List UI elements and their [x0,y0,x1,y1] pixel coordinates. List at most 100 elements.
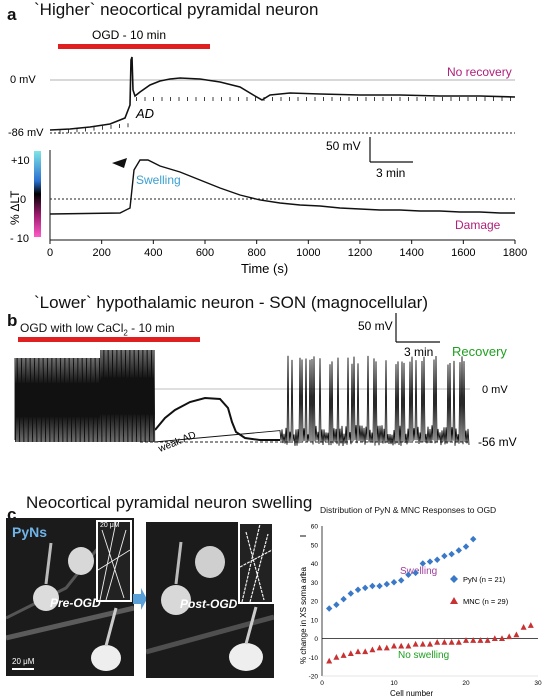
chart-title: Distribution of PyN & MNC Responses to O… [320,505,497,515]
scatter-ytick-label: 10 [311,617,319,624]
no-swelling-annotation: No swelling [398,650,449,661]
pyn-point [369,582,376,590]
lt-xlabel: Time (s) [241,261,288,276]
lt-xtick-label: 1600 [451,247,475,259]
mnc-point [427,640,433,647]
post-ogd-label: Post-OGD [180,597,238,611]
scale-main-label: 20 μM [12,657,35,666]
no-recovery-label: No recovery [447,65,512,79]
scatter-ytick-label: 60 [311,524,319,531]
panel-b-title: `Lower` hypothalamic neuron - SON (magno… [34,293,428,312]
mnc-point [405,642,412,649]
scatter-ytick-label: 30 [311,580,319,587]
pre-ogd-label: Pre-OGD [50,596,101,610]
scatter-ytick-label: -20 [309,674,319,681]
weak-ad-trace [154,396,280,441]
swelling-annotation: Swelling [400,566,437,577]
scale-main-bar [12,668,34,670]
mnc-point [355,648,361,655]
rest-mv-label-a: -86 mV [8,127,44,139]
legend-pyn: PyN (n = 21) [463,575,506,584]
mnc-point [477,637,484,643]
scatter-ytick-label: 20 [311,599,319,606]
mnc-point [347,650,354,656]
ogd-bar-a [58,44,210,49]
mnc-point [448,639,455,645]
ogd-bar-b-label-duration: - 10 min [127,321,175,335]
mnc-point [333,654,340,660]
swelling-arrow-icon [112,158,127,168]
lt-xtick-label: 600 [196,247,214,259]
lt-xtick-label: 400 [144,247,162,259]
pyn-point [434,556,441,563]
pyn-point [390,579,398,586]
mnc-point [369,646,376,653]
scale-min-a: 3 min [376,166,405,180]
scatter-xtick-label: 10 [390,680,398,687]
ogd-bar-b [18,337,200,342]
mnc-point [484,637,491,643]
panel-a-letter: a [7,5,17,24]
pyn-point [362,584,369,592]
pyn-point [405,571,412,578]
mnc-point [506,633,513,640]
scatter-ylabel: % change in XS soma area [299,567,308,664]
mnc-point [491,635,498,641]
scale-mv-a: 50 mV [326,139,361,153]
pyn-point [354,586,362,593]
zero-mv-label-b: 0 mV [482,384,508,396]
lt-xtick-label: 1000 [296,247,320,259]
mnc-point [391,642,397,649]
lt-x-ticks: 0 200 400 600 800 1000 1200 1400 1600 1800 [47,240,527,259]
pyn-point [412,569,419,577]
swelling-label-a: Swelling [136,173,181,187]
mnc-point [340,652,347,658]
scatter-xtick-label: 20 [462,680,470,687]
legend-mnc-marker [450,597,458,604]
mnc-point [455,639,462,645]
spike-trace-b [14,349,470,446]
mnc-point [520,624,527,630]
lt-xtick-label: 1200 [348,247,372,259]
ogd-bar-a-label: OGD - 10 min [92,28,166,42]
mnc-point [326,657,333,664]
panel-b-figure: 50 mV 3 min Recovery 0 mV -56 mV weak AD [14,313,517,455]
pre-ogd-image [6,518,134,676]
panel-b-letter: b [7,311,18,330]
pyn-point [347,590,354,597]
lt-xtick-label: 1400 [399,247,423,259]
mnc-point [398,642,405,649]
pyn-point [383,580,390,588]
zero-mv-label-a: 0 mV [10,74,36,86]
ogd-bar-b-label-text: OGD with low CaCl [20,321,124,335]
membrane-trace-a [49,56,516,131]
pyn-point [398,577,405,584]
mnc-point [513,631,520,638]
lt-colorbar [34,151,41,237]
pyn-point [441,552,448,560]
pyn-point [455,547,462,554]
mnc-point [434,639,441,645]
ad-label: AD [135,106,154,121]
pre-inset [96,520,132,602]
mnc-point [441,639,448,645]
pre-to-post-arrow-icon [133,588,147,610]
mnc-point [527,622,534,628]
lt-xtick-label: 1800 [503,247,527,259]
lt-ytick-plus10: +10 [11,155,30,167]
lt-ylabel: % ΔLT [8,190,22,225]
panel-c-title: Neocortical pyramidal neuron swelling [26,493,313,512]
mnc-point [463,637,469,643]
scatter-chart: % change in XS soma area Cell number Swe… [299,524,542,699]
weak-ad-label: weak AD [156,430,198,455]
lt-ytick-minus10: - 10 [10,233,29,245]
scatter-xtick-label: 30 [534,680,542,687]
recovery-label: Recovery [452,344,507,359]
legend-pyn-marker [450,575,458,583]
pyn-point [462,543,470,550]
pyn-point [470,535,477,543]
scatter-xlabel: Cell number [390,689,433,698]
scatter-ytick-label: 0 [314,636,318,643]
pyn-point [448,550,455,558]
scale-mv-b: 50 mV [358,319,393,333]
